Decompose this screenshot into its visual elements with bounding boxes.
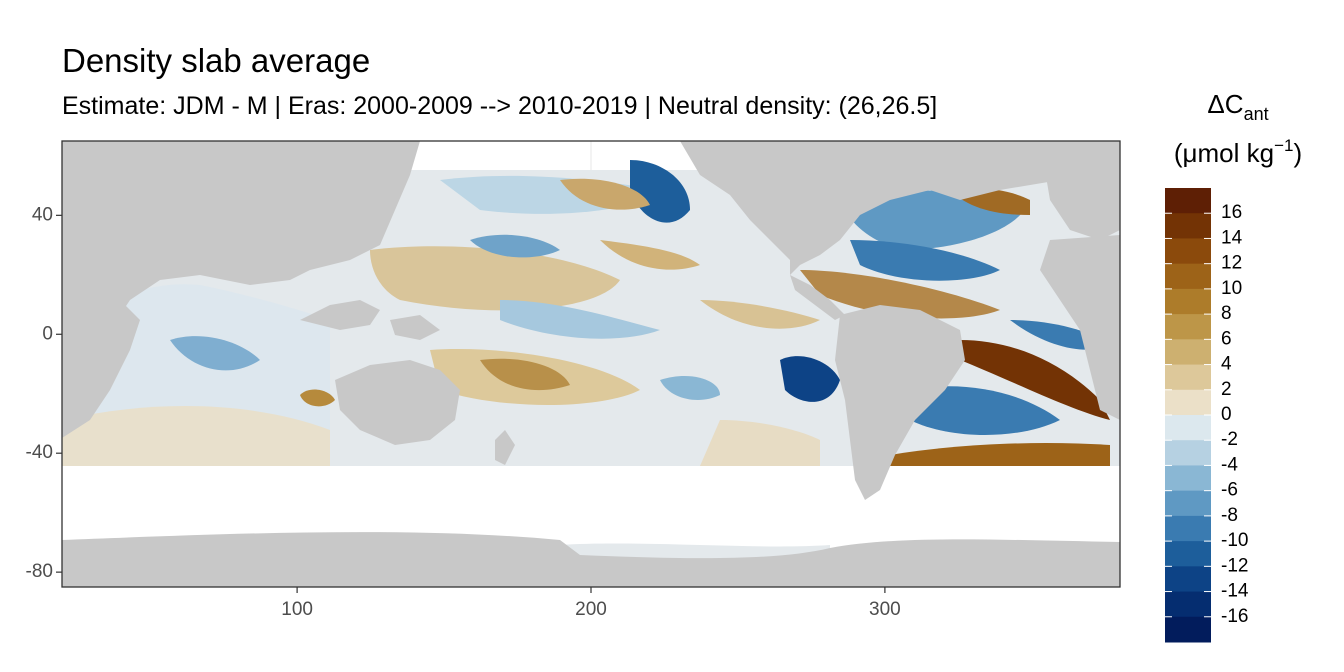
legend-label: 2 <box>1221 379 1232 400</box>
map-subtitle: Estimate: JDM - M | Eras: 2000-2009 --> … <box>62 92 938 120</box>
legend: ΔCant (μmol kg−1) 16 14 12 10 8 6 4 2 0 -2 -4 -6 -8 -… <box>1165 89 1302 643</box>
legend-label: -4 <box>1221 454 1238 475</box>
legend-swatch <box>1165 566 1211 593</box>
legend-label: -6 <box>1221 480 1238 501</box>
legend-swatch <box>1165 238 1211 265</box>
x-tick-label: 300 <box>869 599 901 620</box>
legend-colorbar <box>1165 188 1211 643</box>
legend-label: -2 <box>1221 429 1238 450</box>
x-tick-label: 200 <box>575 599 607 620</box>
land-masses <box>62 141 1120 587</box>
legend-label: -12 <box>1221 555 1248 576</box>
legend-label: 4 <box>1221 354 1232 375</box>
legend-swatch <box>1165 188 1211 214</box>
legend-label: 10 <box>1221 278 1242 299</box>
legend-swatch <box>1165 389 1211 416</box>
legend-swatch <box>1165 490 1211 517</box>
y-tick-label: -80 <box>26 561 53 582</box>
x-axis: 100 200 300 <box>281 587 901 620</box>
legend-swatch <box>1165 415 1211 441</box>
x-tick-label: 100 <box>281 599 313 620</box>
legend-label: 0 <box>1221 404 1232 425</box>
y-tick-label: 0 <box>42 323 53 344</box>
legend-swatch <box>1165 213 1211 239</box>
legend-label: -10 <box>1221 530 1248 551</box>
y-axis: 40 0 -40 -80 <box>26 204 62 582</box>
legend-label: -14 <box>1221 581 1249 602</box>
legend-swatch <box>1165 541 1211 567</box>
legend-label: -16 <box>1221 606 1248 627</box>
legend-label: 14 <box>1221 227 1243 248</box>
legend-swatch <box>1165 314 1211 340</box>
legend-label: 6 <box>1221 328 1232 349</box>
legend-swatch <box>1165 616 1211 643</box>
legend-unit: (μmol kg−1) <box>1174 136 1302 168</box>
legend-label: -8 <box>1221 505 1238 526</box>
legend-label: 12 <box>1221 253 1242 274</box>
legend-swatch <box>1165 364 1211 391</box>
legend-title: ΔCant <box>1207 89 1268 124</box>
legend-label: 8 <box>1221 303 1232 324</box>
legend-swatch <box>1165 515 1211 542</box>
legend-swatch <box>1165 465 1211 492</box>
legend-swatch <box>1165 263 1211 290</box>
legend-swatch <box>1165 440 1211 466</box>
y-tick-label: 40 <box>32 204 53 225</box>
y-tick-label: -40 <box>26 442 53 463</box>
legend-label: 16 <box>1221 202 1242 223</box>
legend-swatch <box>1165 591 1211 618</box>
legend-swatch <box>1165 288 1211 315</box>
legend-swatch <box>1165 339 1211 366</box>
map-title: Density slab average <box>62 42 371 79</box>
legend-labels: 16 14 12 10 8 6 4 2 0 -2 -4 -6 -8 -10 -12 -14 -16 <box>1165 202 1249 627</box>
